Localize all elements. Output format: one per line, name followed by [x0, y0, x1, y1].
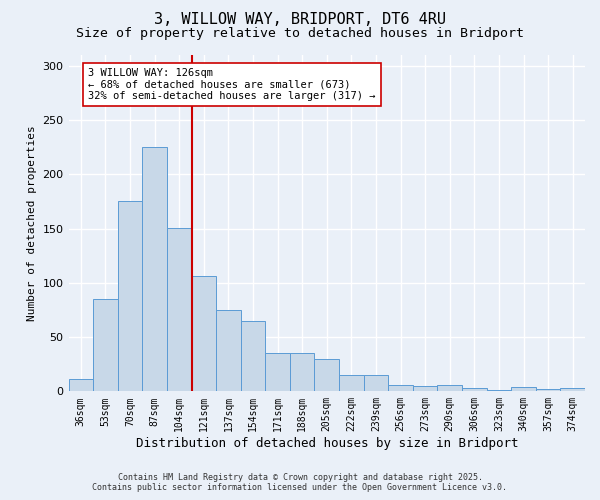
Bar	[68, 380, 93, 392]
X-axis label: Distribution of detached houses by size in Bridport: Distribution of detached houses by size …	[136, 437, 518, 450]
Bar	[511, 387, 536, 392]
Bar	[413, 386, 437, 392]
Bar	[560, 388, 585, 392]
Bar	[265, 354, 290, 392]
Bar	[462, 388, 487, 392]
Bar	[290, 354, 314, 392]
Bar	[364, 375, 388, 392]
Bar	[487, 390, 511, 392]
Bar	[167, 228, 191, 392]
Text: Contains HM Land Registry data © Crown copyright and database right 2025.
Contai: Contains HM Land Registry data © Crown c…	[92, 473, 508, 492]
Bar	[241, 321, 265, 392]
Bar	[142, 147, 167, 392]
Bar	[437, 385, 462, 392]
Bar	[388, 385, 413, 392]
Bar	[216, 310, 241, 392]
Bar	[536, 389, 560, 392]
Bar	[339, 375, 364, 392]
Bar	[191, 276, 216, 392]
Bar	[118, 202, 142, 392]
Text: Size of property relative to detached houses in Bridport: Size of property relative to detached ho…	[76, 28, 524, 40]
Bar	[314, 359, 339, 392]
Text: 3 WILLOW WAY: 126sqm
← 68% of detached houses are smaller (673)
32% of semi-deta: 3 WILLOW WAY: 126sqm ← 68% of detached h…	[88, 68, 376, 101]
Text: 3, WILLOW WAY, BRIDPORT, DT6 4RU: 3, WILLOW WAY, BRIDPORT, DT6 4RU	[154, 12, 446, 28]
Y-axis label: Number of detached properties: Number of detached properties	[27, 126, 37, 321]
Bar	[93, 299, 118, 392]
